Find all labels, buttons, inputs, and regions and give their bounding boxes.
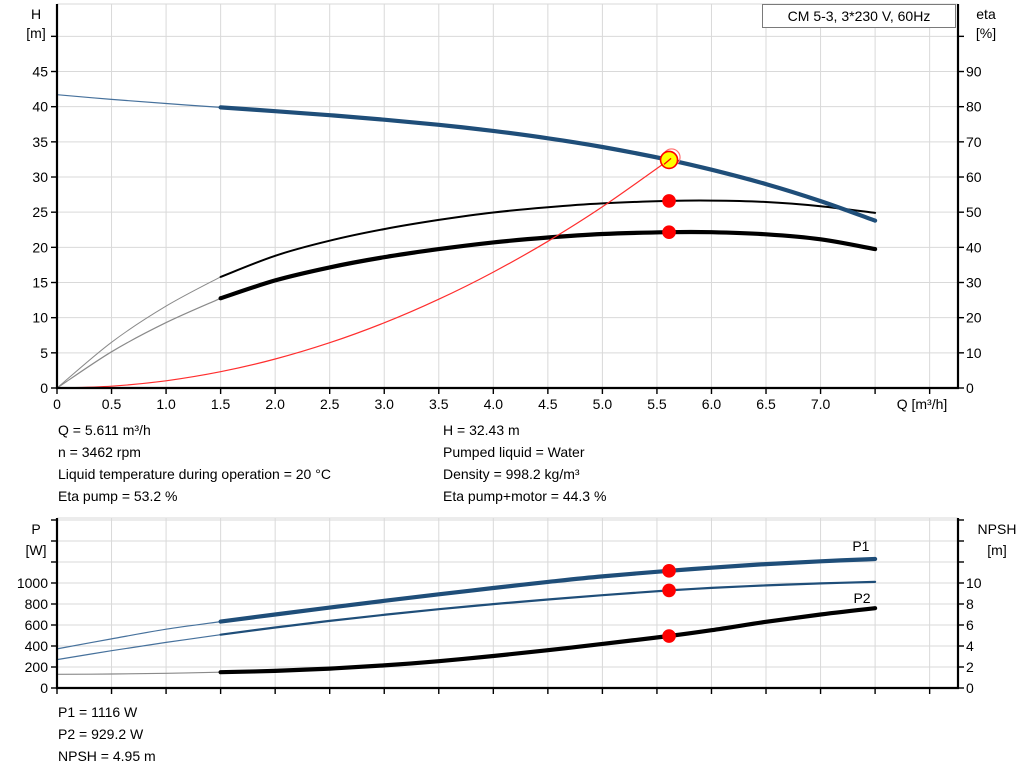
- svg-text:600: 600: [25, 617, 49, 633]
- svg-text:45: 45: [32, 64, 48, 80]
- svg-text:P2: P2: [853, 590, 870, 606]
- svg-text:40: 40: [966, 239, 982, 255]
- svg-text:800: 800: [25, 596, 49, 612]
- svg-text:P1: P1: [852, 538, 869, 554]
- svg-text:P: P: [31, 521, 40, 537]
- info-eta-pump-motor: Eta pump+motor = 44.3 %: [443, 488, 607, 504]
- svg-text:[%]: [%]: [976, 25, 996, 41]
- info-npsh: NPSH = 4.95 m: [58, 748, 156, 764]
- svg-text:3.5: 3.5: [429, 396, 449, 412]
- svg-text:15: 15: [32, 275, 48, 291]
- svg-text:30: 30: [966, 275, 982, 291]
- svg-text:NPSH: NPSH: [978, 521, 1017, 537]
- svg-text:0.5: 0.5: [102, 396, 122, 412]
- svg-text:0: 0: [40, 380, 48, 396]
- svg-text:6: 6: [966, 617, 974, 633]
- svg-text:0: 0: [40, 680, 48, 696]
- svg-text:2.0: 2.0: [265, 396, 285, 412]
- svg-text:5: 5: [40, 345, 48, 361]
- svg-text:70: 70: [966, 134, 982, 150]
- svg-text:40: 40: [32, 99, 48, 115]
- svg-text:20: 20: [966, 310, 982, 326]
- svg-text:4.5: 4.5: [538, 396, 558, 412]
- info-pumped-liquid: Pumped liquid = Water: [443, 444, 585, 460]
- pump-model-label: CM 5-3, 3*230 V, 60Hz: [787, 8, 931, 24]
- svg-text:4: 4: [966, 638, 974, 654]
- power-npsh-info: P1 = 1116 W P2 = 929.2 W NPSH = 4.95 m: [58, 701, 156, 767]
- svg-text:2: 2: [966, 659, 974, 675]
- svg-text:1.0: 1.0: [156, 396, 176, 412]
- info-flow: Q = 5.611 m³/h: [58, 422, 151, 438]
- svg-text:30: 30: [32, 169, 48, 185]
- info-density: Density = 998.2 kg/m³: [443, 466, 580, 482]
- svg-text:1000: 1000: [17, 575, 48, 591]
- svg-text:1.5: 1.5: [211, 396, 231, 412]
- svg-text:10: 10: [32, 310, 48, 326]
- svg-text:60: 60: [966, 169, 982, 185]
- info-speed: n = 3462 rpm: [58, 444, 141, 460]
- svg-text:eta: eta: [976, 6, 996, 22]
- svg-text:5.5: 5.5: [647, 396, 667, 412]
- info-p1: P1 = 1116 W: [58, 704, 138, 720]
- info-head: H = 32.43 m: [443, 422, 520, 438]
- svg-text:20: 20: [32, 239, 48, 255]
- chart-title-box: CM 5-3, 3*230 V, 60Hz: [762, 4, 956, 28]
- svg-text:6.0: 6.0: [702, 396, 722, 412]
- info-eta-pump: Eta pump = 53.2 %: [58, 488, 178, 504]
- svg-text:0: 0: [966, 680, 974, 696]
- operating-point-info-left: Q = 5.611 m³/h n = 3462 rpm Liquid tempe…: [58, 419, 331, 507]
- svg-text:200: 200: [25, 659, 49, 675]
- svg-text:[W]: [W]: [26, 542, 47, 558]
- svg-text:8: 8: [966, 596, 974, 612]
- svg-text:[m]: [m]: [987, 542, 1006, 558]
- svg-text:3.0: 3.0: [375, 396, 395, 412]
- info-liquid-temperature: Liquid temperature during operation = 20…: [58, 466, 331, 482]
- svg-text:10: 10: [966, 575, 982, 591]
- operating-point-info-right: H = 32.43 m Pumped liquid = Water Densit…: [443, 419, 606, 507]
- svg-text:25: 25: [32, 204, 48, 220]
- svg-text:7.0: 7.0: [811, 396, 831, 412]
- svg-text:400: 400: [25, 638, 49, 654]
- svg-text:80: 80: [966, 99, 982, 115]
- svg-text:35: 35: [32, 134, 48, 150]
- svg-text:[m]: [m]: [26, 25, 45, 41]
- svg-text:0: 0: [966, 380, 974, 396]
- svg-text:10: 10: [966, 345, 982, 361]
- svg-text:2.5: 2.5: [320, 396, 340, 412]
- svg-text:4.0: 4.0: [484, 396, 504, 412]
- info-p2: P2 = 929.2 W: [58, 726, 144, 742]
- svg-text:H: H: [31, 6, 41, 22]
- svg-text:50: 50: [966, 204, 982, 220]
- svg-text:5.0: 5.0: [593, 396, 613, 412]
- svg-text:0: 0: [53, 396, 61, 412]
- svg-text:Q [m³/h]: Q [m³/h]: [897, 396, 948, 412]
- svg-text:6.5: 6.5: [756, 396, 776, 412]
- svg-text:90: 90: [966, 64, 982, 80]
